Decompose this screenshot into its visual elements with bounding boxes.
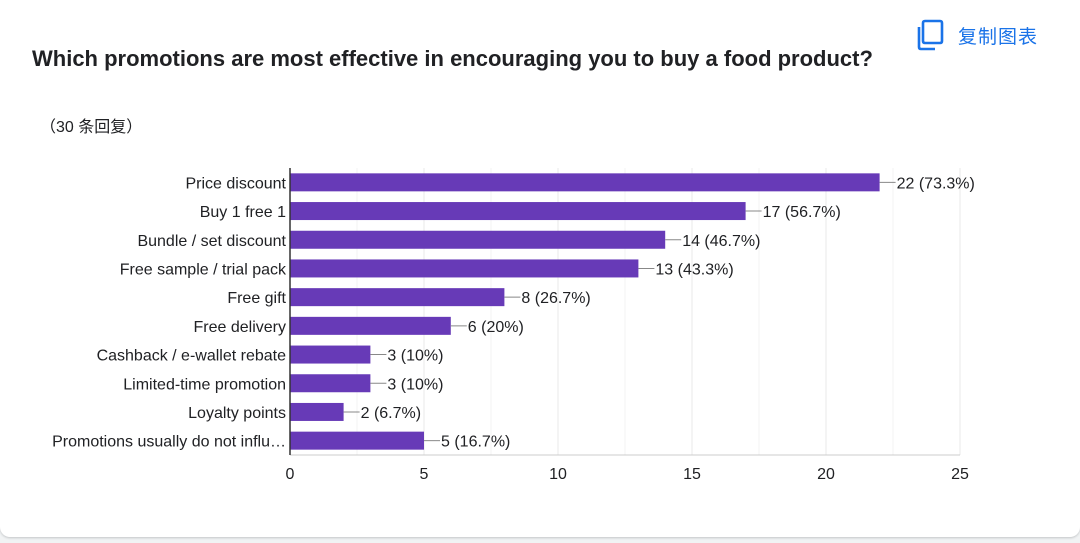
response-count: （30 条回复） bbox=[40, 119, 143, 136]
category-label: Promotions usually do not influ… bbox=[52, 434, 286, 451]
x-tick-label: 25 bbox=[951, 466, 969, 483]
bar bbox=[290, 230, 666, 249]
category-label: Bundle / set discount bbox=[137, 233, 286, 250]
category-label: Buy 1 free 1 bbox=[200, 204, 286, 221]
x-tick-label: 20 bbox=[817, 466, 835, 483]
x-tick-label: 15 bbox=[683, 466, 701, 483]
bar bbox=[290, 402, 344, 421]
data-label: 8 (26.7%) bbox=[521, 290, 590, 307]
question-title: Which promotions are most effective in e… bbox=[32, 46, 873, 71]
data-label: 6 (20%) bbox=[468, 319, 524, 336]
data-label: 3 (10%) bbox=[387, 376, 443, 393]
bar bbox=[290, 316, 451, 335]
bar bbox=[290, 345, 371, 364]
data-label: 5 (16.7%) bbox=[441, 434, 510, 451]
x-tick-label: 5 bbox=[420, 466, 429, 483]
bar bbox=[290, 259, 639, 278]
data-label: 13 (43.3%) bbox=[655, 261, 733, 278]
category-label: Cashback / e-wallet rebate bbox=[97, 348, 287, 365]
category-label: Loyalty points bbox=[188, 405, 286, 422]
category-label: Price discount bbox=[186, 175, 287, 192]
bar bbox=[290, 374, 371, 393]
bar bbox=[290, 202, 746, 221]
category-label: Free sample / trial pack bbox=[120, 261, 287, 278]
category-label: Limited-time promotion bbox=[123, 376, 286, 393]
x-tick-label: 0 bbox=[286, 466, 295, 483]
bar bbox=[290, 431, 424, 450]
bar bbox=[290, 288, 505, 307]
copy-icon bbox=[917, 19, 944, 51]
data-label: 17 (56.7%) bbox=[763, 204, 841, 221]
data-label: 22 (73.3%) bbox=[897, 175, 975, 192]
data-label: 2 (6.7%) bbox=[361, 405, 421, 422]
category-label: Free gift bbox=[227, 290, 286, 307]
x-tick-label: 10 bbox=[549, 466, 567, 483]
data-label: 3 (10%) bbox=[387, 348, 443, 365]
bar bbox=[290, 173, 880, 192]
data-label: 14 (46.7%) bbox=[682, 233, 760, 250]
category-label: Free delivery bbox=[194, 319, 286, 336]
copy-chart-label: 复制图表 bbox=[958, 26, 1039, 48]
copy-chart-button[interactable]: 复制图表 bbox=[916, 18, 1038, 52]
